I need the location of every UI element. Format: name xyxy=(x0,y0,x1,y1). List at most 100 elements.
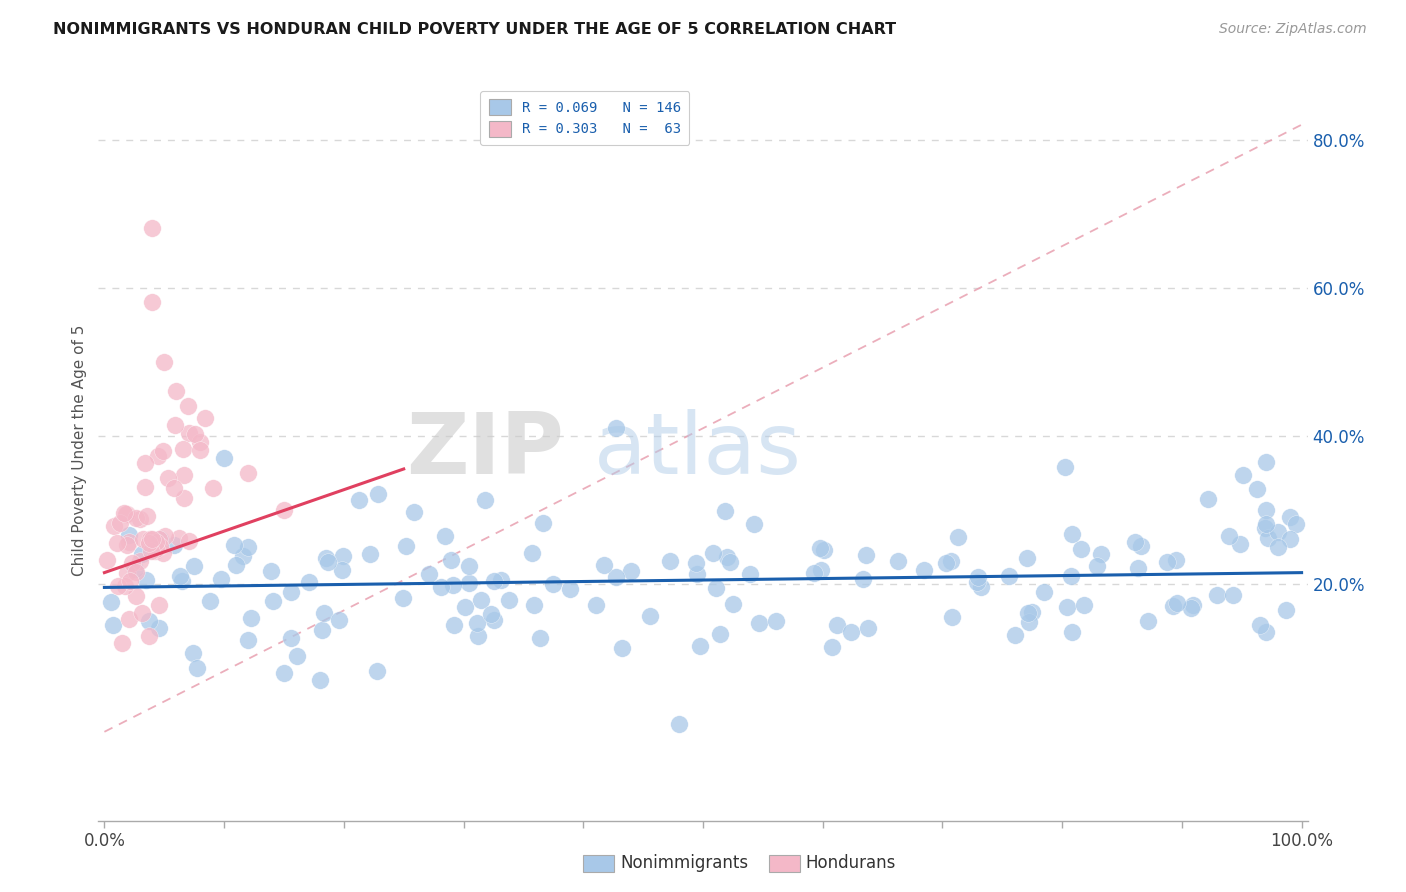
Text: atlas: atlas xyxy=(595,409,803,492)
Point xyxy=(1284,517,1306,532)
Point xyxy=(1156,555,1178,569)
Point xyxy=(1085,559,1108,574)
Point xyxy=(262,594,284,608)
Point xyxy=(1060,569,1083,583)
Point xyxy=(312,606,335,620)
Point xyxy=(200,594,222,608)
Point xyxy=(1161,599,1184,614)
Point xyxy=(143,544,166,558)
Point xyxy=(179,426,201,441)
Point xyxy=(139,543,162,558)
Point xyxy=(359,547,381,561)
Point xyxy=(593,558,616,572)
Text: Source: ZipAtlas.com: Source: ZipAtlas.com xyxy=(1219,22,1367,37)
Point xyxy=(939,554,962,568)
Point xyxy=(1017,606,1039,620)
Point xyxy=(131,532,153,546)
Point xyxy=(138,533,160,548)
Text: NONIMMIGRANTS VS HONDURAN CHILD POVERTY UNDER THE AGE OF 5 CORRELATION CHART: NONIMMIGRANTS VS HONDURAN CHILD POVERTY … xyxy=(53,22,897,37)
Point xyxy=(935,557,957,571)
Point xyxy=(716,549,738,564)
Point xyxy=(1254,517,1277,532)
Point xyxy=(121,556,143,570)
Point xyxy=(103,519,125,533)
Legend: R = 0.069   N = 146, R = 0.303   N =  63: R = 0.069 N = 146, R = 0.303 N = 63 xyxy=(481,91,689,145)
Text: Hondurans: Hondurans xyxy=(806,855,896,872)
Point xyxy=(1246,482,1268,496)
Point xyxy=(111,636,134,650)
Point xyxy=(686,567,709,582)
Point xyxy=(658,554,681,568)
Point xyxy=(558,582,581,596)
Point xyxy=(153,529,176,543)
Point xyxy=(135,509,157,524)
Point xyxy=(124,590,146,604)
Point xyxy=(148,621,170,635)
Point xyxy=(169,569,191,583)
Point xyxy=(441,578,464,592)
Text: ZIP: ZIP xyxy=(406,409,564,492)
Point xyxy=(96,553,118,567)
Point xyxy=(482,574,505,588)
Point xyxy=(640,609,662,624)
Point xyxy=(529,631,551,645)
Point xyxy=(1182,599,1205,613)
Point xyxy=(129,554,152,568)
Point xyxy=(479,607,502,621)
Point xyxy=(148,533,170,547)
Point xyxy=(668,717,690,731)
Point xyxy=(1017,550,1039,565)
Point xyxy=(112,506,135,520)
Point xyxy=(1060,526,1083,541)
Point xyxy=(1090,547,1112,561)
Point xyxy=(748,615,770,630)
Point xyxy=(188,434,211,449)
Point xyxy=(970,580,993,594)
Point xyxy=(212,450,235,465)
Point xyxy=(167,531,190,545)
Point xyxy=(163,417,186,432)
Point xyxy=(149,532,172,546)
Point xyxy=(1254,454,1277,468)
Point xyxy=(181,646,204,660)
Point xyxy=(177,399,200,413)
Point xyxy=(149,539,172,553)
Point xyxy=(138,614,160,628)
Point xyxy=(966,575,988,590)
Point xyxy=(367,487,389,501)
Point xyxy=(124,562,146,576)
Point xyxy=(153,354,176,368)
Point xyxy=(610,641,633,656)
Point xyxy=(941,610,963,624)
Point xyxy=(297,575,319,590)
Point xyxy=(821,640,844,655)
Point xyxy=(886,554,908,568)
Point xyxy=(810,563,832,577)
Point xyxy=(239,611,262,625)
Point xyxy=(194,410,217,425)
Point xyxy=(287,648,309,663)
Point xyxy=(1254,502,1277,516)
Point xyxy=(522,598,544,612)
Point xyxy=(1254,521,1277,535)
Point xyxy=(429,580,451,594)
Point xyxy=(1073,598,1095,612)
Point xyxy=(1229,536,1251,550)
Point xyxy=(738,567,761,582)
Point xyxy=(236,466,259,480)
Point xyxy=(1222,588,1244,602)
Point xyxy=(152,546,174,560)
Point xyxy=(138,536,160,550)
Text: Nonimmigrants: Nonimmigrants xyxy=(620,855,748,872)
Point xyxy=(470,593,492,607)
Point xyxy=(1267,524,1289,539)
Point xyxy=(1206,588,1229,602)
Point xyxy=(152,444,174,458)
Point xyxy=(605,570,627,584)
Point xyxy=(453,600,475,615)
Point xyxy=(1164,552,1187,566)
Point xyxy=(404,505,426,519)
Point xyxy=(328,613,350,627)
Point xyxy=(100,595,122,609)
Point xyxy=(443,618,465,632)
